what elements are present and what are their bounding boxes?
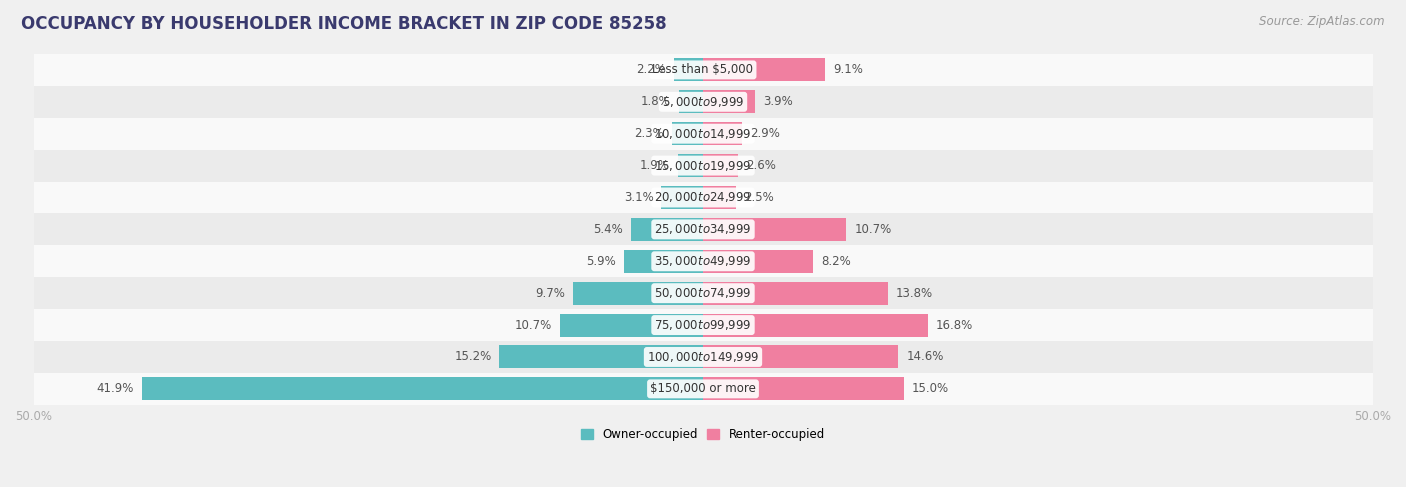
Text: 14.6%: 14.6% [907,351,943,363]
Text: 9.7%: 9.7% [536,287,565,300]
Bar [34,373,1372,405]
Text: 8.2%: 8.2% [821,255,851,268]
Text: 2.3%: 2.3% [634,127,664,140]
Bar [703,90,755,113]
Text: $50,000 to $74,999: $50,000 to $74,999 [654,286,752,300]
Text: $75,000 to $99,999: $75,000 to $99,999 [654,318,752,332]
Bar [624,250,703,273]
Text: 2.2%: 2.2% [636,63,665,76]
Legend: Owner-occupied, Renter-occupied: Owner-occupied, Renter-occupied [578,425,828,445]
Bar [703,377,904,400]
Bar [703,186,737,209]
Bar [661,186,703,209]
Text: 15.0%: 15.0% [912,382,949,395]
Text: 1.9%: 1.9% [640,159,669,172]
Bar [34,277,1372,309]
Bar [679,90,703,113]
Text: 13.8%: 13.8% [896,287,934,300]
Text: 16.8%: 16.8% [936,318,973,332]
Text: Less than $5,000: Less than $5,000 [652,63,754,76]
Bar [703,122,742,145]
Bar [631,218,703,241]
Bar [142,377,703,400]
Bar [574,281,703,305]
Text: 3.9%: 3.9% [763,95,793,108]
Bar [703,345,898,369]
Text: 10.7%: 10.7% [515,318,551,332]
Text: 2.9%: 2.9% [749,127,780,140]
Bar [499,345,703,369]
Text: 3.1%: 3.1% [624,191,654,204]
Bar [703,281,887,305]
Text: $100,000 to $149,999: $100,000 to $149,999 [647,350,759,364]
Text: 5.4%: 5.4% [593,223,623,236]
Bar [703,250,813,273]
Bar [34,86,1372,118]
Bar [34,182,1372,213]
Bar [703,218,846,241]
Text: 5.9%: 5.9% [586,255,616,268]
Bar [678,154,703,177]
Text: $35,000 to $49,999: $35,000 to $49,999 [654,254,752,268]
Text: $25,000 to $34,999: $25,000 to $34,999 [654,223,752,236]
Bar [34,118,1372,150]
Text: Source: ZipAtlas.com: Source: ZipAtlas.com [1260,15,1385,28]
Text: $10,000 to $14,999: $10,000 to $14,999 [654,127,752,141]
Bar [34,213,1372,245]
Text: 1.8%: 1.8% [641,95,671,108]
Text: 15.2%: 15.2% [454,351,492,363]
Text: $15,000 to $19,999: $15,000 to $19,999 [654,159,752,172]
Text: 2.5%: 2.5% [745,191,775,204]
Text: $5,000 to $9,999: $5,000 to $9,999 [662,95,744,109]
Bar [673,58,703,81]
Bar [703,314,928,337]
Bar [34,341,1372,373]
Bar [34,54,1372,86]
Bar [672,122,703,145]
Text: 9.1%: 9.1% [832,63,863,76]
Bar [703,154,738,177]
Text: OCCUPANCY BY HOUSEHOLDER INCOME BRACKET IN ZIP CODE 85258: OCCUPANCY BY HOUSEHOLDER INCOME BRACKET … [21,15,666,33]
Bar [34,245,1372,277]
Bar [560,314,703,337]
Bar [34,150,1372,182]
Text: 2.6%: 2.6% [745,159,776,172]
Bar [34,309,1372,341]
Text: 10.7%: 10.7% [855,223,891,236]
Text: $20,000 to $24,999: $20,000 to $24,999 [654,190,752,205]
Bar [703,58,825,81]
Text: 41.9%: 41.9% [97,382,134,395]
Text: $150,000 or more: $150,000 or more [650,382,756,395]
